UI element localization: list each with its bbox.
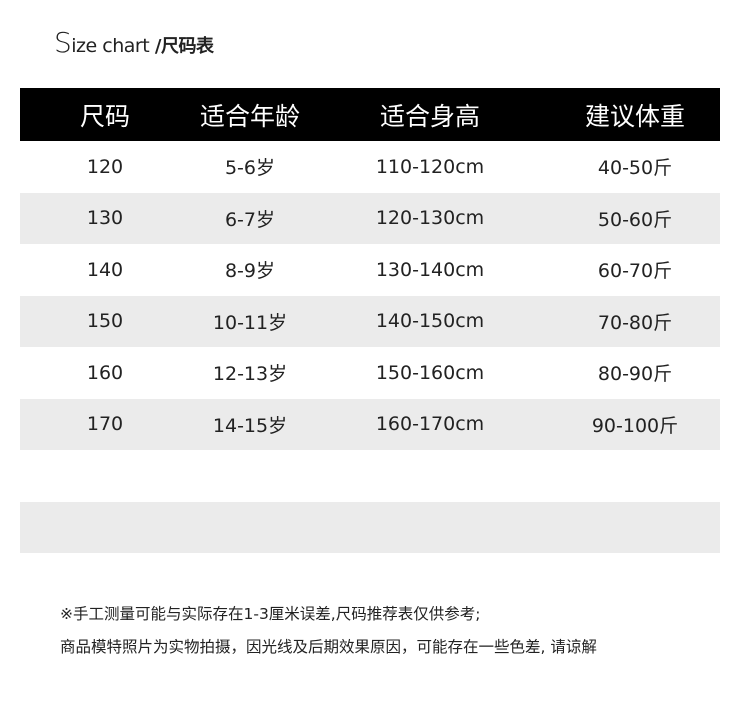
table-row: 140 8-9岁 130-140cm 60-70斤 — [20, 244, 720, 296]
cell-size: 140 — [86, 258, 124, 281]
cell-age: 12-13岁 — [212, 363, 288, 386]
cell-height: 130-140cm — [375, 258, 485, 281]
table-row: 150 10-11岁 140-150cm 70-80斤 — [20, 295, 720, 347]
cell-size: 120 — [86, 155, 124, 178]
header-weight: 建议体重 — [584, 101, 685, 131]
note-line: ※手工测量可能与实际存在1-3厘米误差,尺码推荐表仅供参考; — [60, 605, 481, 623]
cell-age: 6-7岁 — [224, 208, 276, 231]
header-age: 适合年龄 — [199, 101, 300, 131]
title-english: ize chart — [71, 35, 150, 57]
cell-size: 150 — [86, 310, 124, 333]
cell-height: 120-130cm — [375, 207, 485, 230]
table-row: 160 12-13岁 150-160cm 80-90斤 — [20, 347, 720, 399]
table-header: 尺码 适合年龄 适合身高 建议体重 — [20, 88, 720, 141]
cell-weight: 80-90斤 — [597, 363, 673, 386]
header-height: 适合身高 — [379, 101, 480, 131]
table-row: 130 6-7岁 120-130cm 50-60斤 — [20, 192, 720, 244]
notes: ※手工测量可能与实际存在1-3厘米误差,尺码推荐表仅供参考; 商品模特照片为实物… — [60, 598, 597, 664]
cell-height: 110-120cm — [375, 155, 485, 178]
cell-size: 130 — [86, 207, 124, 230]
title-chinese: /尺码表 — [149, 36, 214, 57]
table-row — [20, 501, 720, 553]
cell-size: 160 — [86, 361, 124, 384]
cell-age: 5-6岁 — [224, 157, 276, 180]
cell-age: 14-15岁 — [212, 414, 288, 437]
cell-weight: 60-70斤 — [597, 260, 673, 283]
cell-size: 170 — [86, 413, 124, 436]
table-row: 120 5-6岁 110-120cm 40-50斤 — [20, 141, 720, 193]
note-line: 商品模特照片为实物拍摄，因光线及后期效果原因，可能存在一些色差, 请谅解 — [60, 638, 597, 656]
header-size: 尺码 — [79, 101, 130, 131]
title-initial: S — [54, 26, 72, 59]
cell-height: 140-150cm — [375, 310, 485, 333]
page-title: Size chart /尺码表 — [54, 26, 214, 59]
size-table: 尺码 适合年龄 适合身高 建议体重 120 5-6岁 110-120cm 40-50斤… — [20, 88, 720, 553]
cell-height: 160-170cm — [375, 413, 485, 436]
cell-weight: 70-80斤 — [597, 311, 673, 334]
cell-age: 10-11岁 — [212, 311, 288, 334]
table-row: 170 14-15岁 160-170cm 90-100斤 — [20, 398, 720, 450]
table-row — [20, 450, 720, 502]
cell-weight: 50-60斤 — [597, 208, 673, 231]
cell-weight: 40-50斤 — [597, 157, 673, 180]
cell-height: 150-160cm — [375, 361, 485, 384]
cell-age: 8-9岁 — [224, 260, 276, 283]
cell-weight: 90-100斤 — [591, 414, 679, 437]
